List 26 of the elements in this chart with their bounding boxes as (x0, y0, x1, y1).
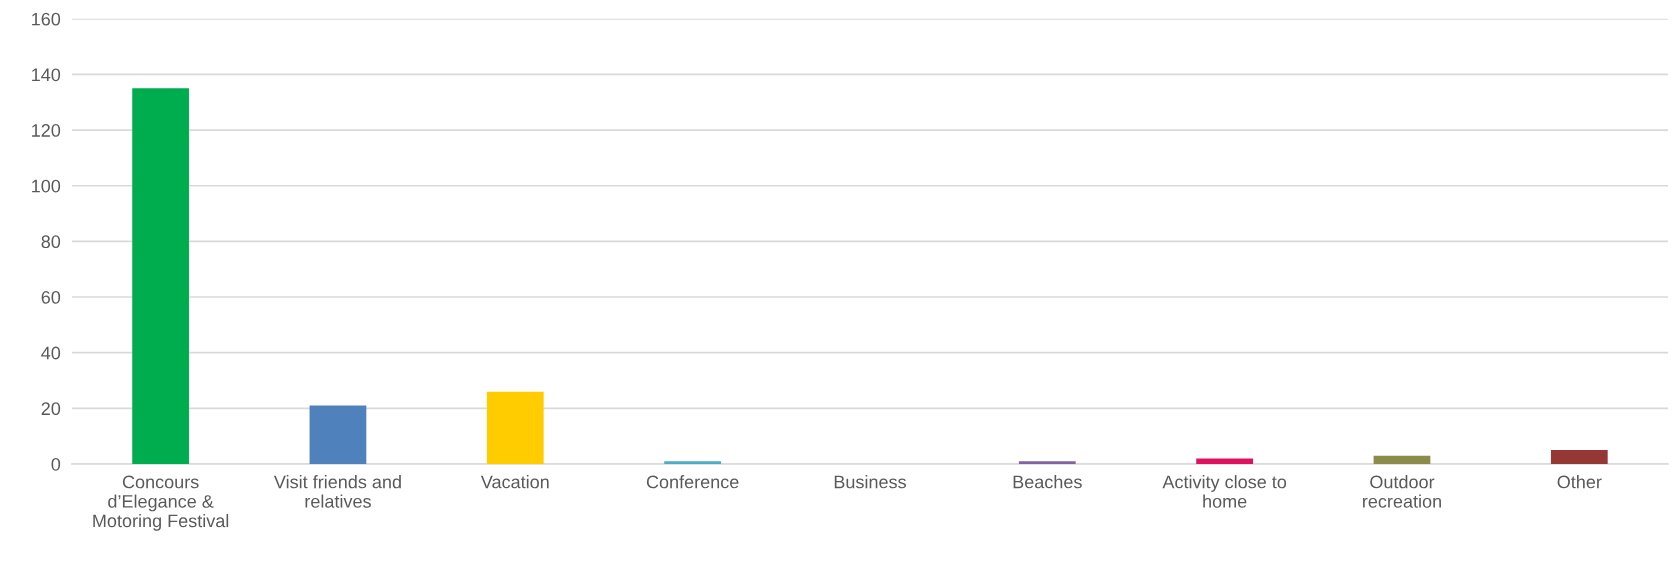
x-tick-label: Business (834, 475, 906, 489)
y-tick-label: 60 (41, 290, 61, 304)
bar (1018, 461, 1076, 464)
x-tick-label: Concours d’Elegance & Motoring Festival (93, 475, 229, 531)
y-tick-label: 160 (32, 12, 61, 26)
y-tick-label: 140 (32, 68, 61, 82)
bar (309, 405, 367, 464)
x-tick-label: Vacation (480, 475, 549, 489)
y-tick-label: 40 (41, 346, 61, 360)
y-tick-label: 80 (41, 235, 61, 249)
x-tick-label: Activity close to home (1162, 475, 1287, 508)
bar (1196, 458, 1254, 464)
y-tick-label: 20 (41, 402, 61, 416)
x-tick-label: Outdoor recreation (1363, 475, 1441, 508)
bar (664, 461, 721, 464)
y-tick-label: 100 (32, 179, 61, 193)
x-tick-label: Beaches (1013, 475, 1082, 489)
x-tick-label: Visit friends and relatives (273, 475, 401, 508)
bar (132, 88, 189, 464)
y-tick-label: 0 (51, 457, 61, 471)
bar (486, 391, 544, 464)
y-tick-label: 120 (32, 124, 61, 137)
bar (1550, 450, 1608, 464)
bar (1373, 455, 1431, 464)
x-tick-label: Conference (646, 475, 739, 489)
x-tick-label: Other (1557, 475, 1602, 489)
